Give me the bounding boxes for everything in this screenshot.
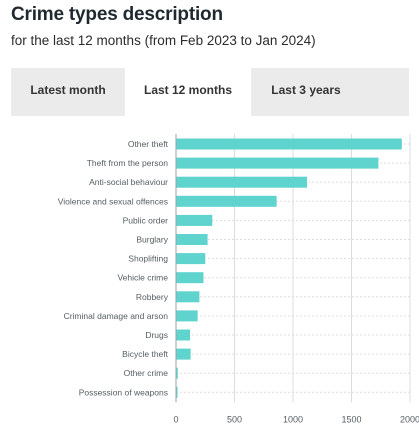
category-label: Other crime xyxy=(124,368,169,378)
category-label: Vehicle crime xyxy=(117,273,168,283)
tab-last-3-years[interactable]: Last 3 years xyxy=(271,83,341,97)
tab-last-12-months[interactable]: Last 12 months xyxy=(125,68,251,116)
category-label: Anti-social behaviour xyxy=(89,177,168,187)
category-label: Shoplifting xyxy=(128,254,168,264)
x-tick-label: 500 xyxy=(227,414,242,424)
category-label: Other theft xyxy=(128,139,169,149)
category-label: Robbery xyxy=(136,292,169,302)
page-subtitle: for the last 12 months (from Feb 2023 to… xyxy=(11,33,316,48)
bar xyxy=(176,272,204,284)
bar xyxy=(176,157,379,169)
bar xyxy=(176,386,178,398)
category-label: Violence and sexual offences xyxy=(58,196,168,206)
bar xyxy=(176,367,178,379)
bar xyxy=(176,214,213,226)
category-label: Theft from the person xyxy=(87,158,169,168)
x-tick-label: 0 xyxy=(173,414,178,424)
bar xyxy=(176,195,277,207)
bar-chart-svg: 0 500 1000 1500 2000 Other theft Theft from th… xyxy=(58,134,419,424)
x-tick-label: 2000 xyxy=(400,414,419,424)
tab-latest-month[interactable]: Latest month xyxy=(30,83,106,97)
bar xyxy=(176,291,200,303)
bar xyxy=(176,310,198,322)
bar xyxy=(176,348,191,360)
category-label: Drugs xyxy=(145,330,168,340)
page-title: Crime types description xyxy=(11,4,223,25)
bar xyxy=(176,329,191,341)
category-label: Bicycle theft xyxy=(122,349,168,359)
category-label: Criminal damage and arson xyxy=(64,311,169,321)
x-tick-label: 1000 xyxy=(283,414,303,424)
category-label: Possession of weapons xyxy=(79,387,168,397)
crime-types-chart: 0 500 1000 1500 2000 Other theft Theft from th… xyxy=(0,120,419,429)
bar xyxy=(176,253,206,265)
bar xyxy=(176,234,208,245)
period-tabs: Latest month Last 12 months Last 3 years xyxy=(11,68,409,116)
bar xyxy=(176,138,402,150)
category-label: Public order xyxy=(123,215,169,225)
category-label: Burglary xyxy=(136,235,168,245)
x-tick-label: 1500 xyxy=(341,414,361,424)
bar xyxy=(176,176,308,188)
